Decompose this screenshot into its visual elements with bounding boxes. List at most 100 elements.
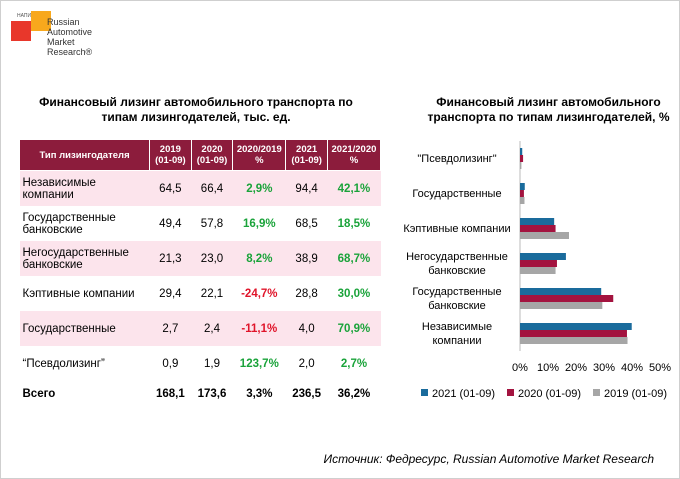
x-tick-label: 0% [512, 362, 528, 374]
bar [520, 197, 525, 204]
cell: 29,4 [159, 287, 182, 300]
cell: 23,0 [191, 241, 233, 276]
cell: Негосударственные банковские [19, 241, 150, 276]
bar [520, 267, 556, 274]
cell: 66,4 [191, 170, 233, 206]
bar [520, 302, 603, 309]
cell: 2,7% [340, 357, 368, 370]
cell: 22,1 [200, 287, 224, 300]
bar [520, 190, 524, 197]
logo-line: Russian [47, 17, 80, 27]
cell: 68,7% [327, 241, 381, 276]
legend-swatch [593, 389, 600, 396]
cell: -11,1% [232, 311, 286, 346]
legend-label: 2021 (01-09) [432, 388, 495, 400]
cell: Независимые компании [19, 170, 150, 206]
bar [520, 323, 632, 330]
bar [520, 337, 628, 344]
table-title: Финансовый лизинг автомобильного транспо… [39, 95, 353, 124]
cell: 38,9 [285, 241, 328, 276]
bar [520, 260, 557, 267]
cell: -24,7% [241, 287, 278, 300]
x-tick-label: 20% [565, 362, 587, 374]
category-label: Независимые компании [421, 320, 493, 347]
row: Государственные 2,7 2,4 -11,1% 4,0 70,9% [19, 311, 381, 346]
bar [520, 148, 523, 155]
cell: “Псевдолизинг” [22, 357, 105, 370]
cell: Государственные [19, 311, 150, 346]
bar [520, 330, 627, 337]
logo-square [11, 21, 31, 41]
cell: 168,1 [155, 388, 185, 400]
category-label: Кэптивные компании [403, 222, 511, 235]
column-header: 2020/2019 % [232, 139, 287, 171]
bar [520, 232, 569, 239]
bar [520, 225, 556, 232]
cell: 173,6 [197, 388, 227, 400]
cell: Всего [22, 388, 56, 400]
cell: 49,4 [159, 217, 182, 230]
logo-text: Russian Automotive Market Research® [47, 17, 92, 57]
x-tick-label: 40% [621, 362, 643, 374]
header-row: Тип лизингодателя 2019 (01-09) 2020 (01-09… [18, 139, 382, 171]
chart-title: Финансовый лизинг автомобильного транспо… [427, 95, 670, 124]
cell: 123,7% [239, 357, 279, 370]
logo-line: Research® [47, 47, 93, 57]
cell: 94,4 [285, 170, 328, 206]
cell: 0,9 [162, 357, 179, 370]
table: Тип лизингодателя 2019 (01-09) 2020 (01-09… [18, 139, 382, 407]
total-row: Всего 168,1 173,6 3,3% 236,5 36,2% [20, 381, 381, 407]
bar [520, 155, 524, 162]
cell: 236,5 [292, 388, 322, 400]
cell: Кэптивные компании [22, 287, 135, 300]
logo-line: Automotive [47, 27, 93, 37]
cell: 68,5 [295, 217, 318, 230]
bar [520, 218, 555, 225]
bar [520, 183, 525, 190]
cell: 70,9% [327, 311, 381, 346]
cell: 2,0 [298, 357, 315, 370]
cell: 36,2% [337, 388, 371, 400]
cell: 1,9 [204, 357, 220, 370]
row: Негосударственные банковские 21,3 23,0 8,2%… [19, 241, 381, 276]
cell: 2,9% [232, 170, 286, 206]
column-header: 2019 (01-09) [149, 139, 192, 171]
column-header: 2021/2020 % [326, 139, 382, 171]
cell: 30,0% [337, 287, 371, 300]
logo-small: НАПИ [17, 13, 32, 19]
logo-square [31, 11, 51, 31]
cell: 57,8 [200, 217, 224, 230]
x-tick-label: 10% [537, 362, 559, 374]
cell: 4,0 [285, 311, 328, 346]
cell: 18,5% [337, 217, 371, 230]
bar [520, 162, 522, 169]
row: “Псевдолизинг” 0,9 1,9 123,7% 2,0 2,7% [20, 346, 381, 381]
category-label: "Псевдолизинг" [417, 152, 497, 165]
bar [520, 295, 614, 302]
bar [520, 288, 602, 295]
category-label: Негосударственные банковские [406, 250, 508, 277]
row: Независимые компании 64,5 66,4 2,9% 94,4 42,1… [19, 170, 381, 206]
cell: 42,1% [327, 170, 381, 206]
cell: 28,8 [295, 287, 318, 300]
category-label: Государственные банковские [412, 285, 502, 312]
cell: 64,5 [149, 170, 192, 206]
cell: 21,3 [149, 241, 192, 276]
row: Кэптивные компании 29,4 22,1 -24,7% 28,8 30,0… [20, 276, 381, 311]
bar [520, 253, 566, 260]
column-header: 2021 (01-09) [285, 139, 328, 171]
legend-swatch [507, 389, 514, 396]
category-label: Государственные [412, 187, 502, 200]
cell: 3,3% [246, 388, 273, 400]
column-header: Тип лизингодателя [18, 139, 151, 171]
cell: 8,2% [232, 241, 286, 276]
cell: 16,9% [243, 217, 276, 230]
logo-line: Market [47, 37, 75, 47]
column-header: 2020 (01-09) [190, 139, 234, 171]
source: Источник: Федресурс, Russian Automotive … [323, 452, 654, 466]
cell: 2,4 [191, 311, 233, 346]
legend-label: 2020 (01-09) [518, 388, 581, 400]
cell: Государственные банковские [22, 211, 116, 236]
